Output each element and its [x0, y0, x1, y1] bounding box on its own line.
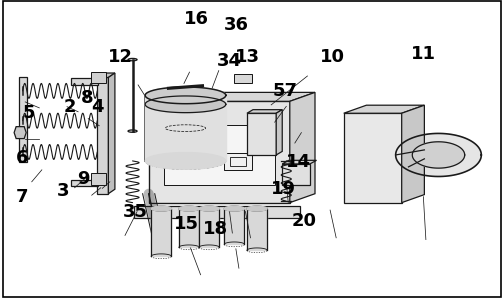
Polygon shape: [276, 110, 282, 155]
Polygon shape: [149, 101, 290, 203]
Polygon shape: [344, 105, 424, 113]
Bar: [19, 77, 27, 162]
Text: 15: 15: [174, 215, 199, 233]
Text: 35: 35: [122, 203, 148, 221]
Polygon shape: [247, 113, 276, 155]
Text: 7: 7: [16, 188, 28, 206]
Text: 57: 57: [272, 82, 297, 100]
Bar: [91, 173, 106, 185]
Text: 14: 14: [286, 153, 311, 171]
Polygon shape: [145, 96, 226, 113]
Text: 13: 13: [234, 48, 260, 66]
Text: 8: 8: [80, 89, 93, 107]
Text: 34: 34: [217, 52, 242, 70]
Polygon shape: [134, 206, 300, 218]
Bar: [91, 72, 106, 83]
Bar: [230, 157, 246, 166]
Bar: [71, 180, 98, 186]
Ellipse shape: [128, 130, 137, 132]
Bar: [164, 125, 275, 185]
Text: 6: 6: [16, 149, 28, 167]
Bar: [97, 77, 108, 194]
Polygon shape: [224, 206, 244, 211]
Polygon shape: [247, 206, 267, 211]
Bar: [224, 153, 252, 170]
Text: 36: 36: [223, 16, 248, 34]
Text: 4: 4: [91, 98, 103, 116]
Text: 2: 2: [64, 98, 76, 116]
Polygon shape: [149, 92, 315, 101]
Polygon shape: [14, 127, 26, 139]
Bar: [234, 74, 252, 83]
Text: 10: 10: [320, 48, 345, 66]
Polygon shape: [145, 153, 226, 169]
Polygon shape: [97, 73, 115, 77]
Polygon shape: [247, 110, 282, 113]
Polygon shape: [151, 206, 171, 211]
Polygon shape: [151, 209, 171, 256]
Polygon shape: [199, 209, 219, 247]
Polygon shape: [290, 92, 315, 203]
Polygon shape: [224, 209, 244, 244]
Polygon shape: [179, 209, 199, 247]
Text: 20: 20: [292, 212, 317, 229]
Text: 16: 16: [184, 10, 209, 28]
Polygon shape: [145, 87, 226, 104]
Bar: [282, 164, 310, 185]
Polygon shape: [247, 209, 267, 250]
Text: 12: 12: [107, 48, 133, 66]
Text: 18: 18: [203, 220, 228, 238]
Polygon shape: [412, 142, 465, 168]
Polygon shape: [145, 95, 226, 161]
Polygon shape: [344, 113, 402, 203]
Text: 5: 5: [23, 104, 35, 122]
Polygon shape: [199, 206, 219, 211]
Text: 9: 9: [77, 170, 89, 188]
Ellipse shape: [128, 58, 137, 61]
Polygon shape: [282, 160, 317, 164]
Polygon shape: [402, 105, 424, 203]
Text: 11: 11: [411, 45, 436, 63]
Polygon shape: [179, 206, 199, 211]
Bar: [71, 78, 98, 85]
Text: 3: 3: [57, 182, 69, 200]
Polygon shape: [396, 134, 481, 176]
Text: 19: 19: [271, 180, 296, 198]
Polygon shape: [108, 73, 115, 194]
